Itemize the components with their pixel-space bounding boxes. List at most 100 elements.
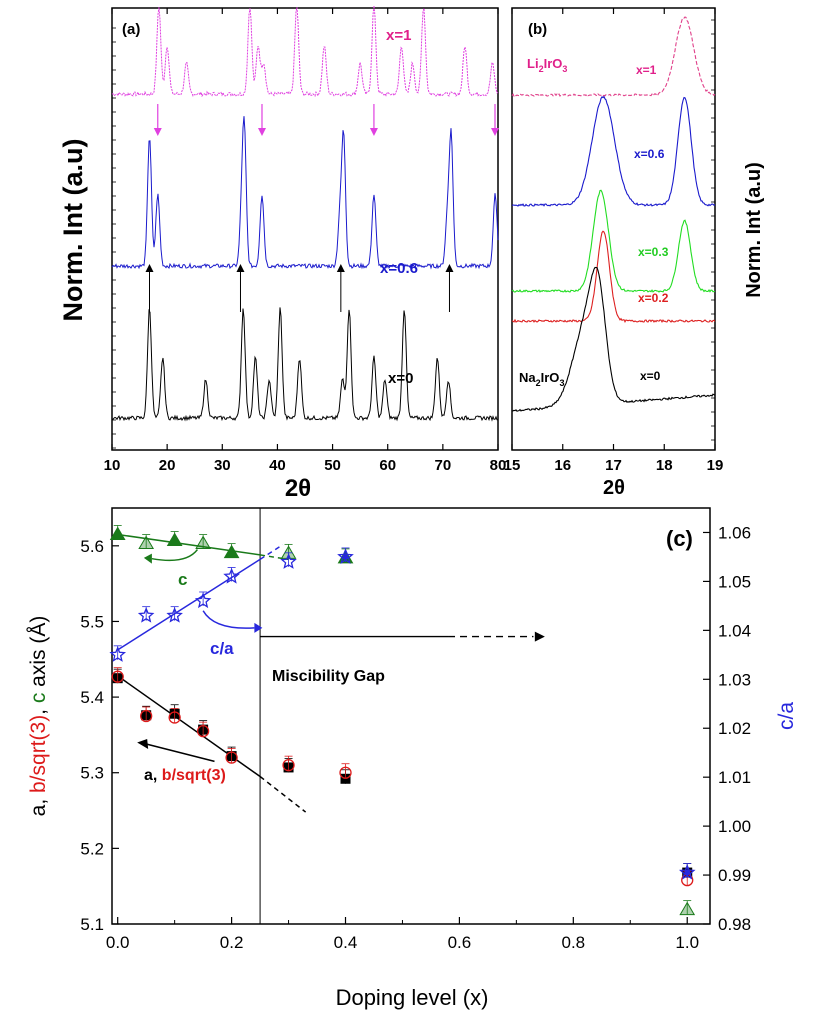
panel-c-axes: 0.0 0.2 0.4 0.6 0.8 1.0 5.1 5.2 5.3 5.4 5.5 5.6 0.98… [80, 523, 751, 952]
panel-c-x-tick-label: 0.0 [106, 933, 130, 952]
panel-c-y-label-part: c [27, 693, 50, 704]
panel-a-x-tick-label: 60 [379, 457, 396, 474]
panel-a-curve-x=0 [111, 307, 499, 422]
panel-b-x-axis-label: 2θ [603, 477, 625, 499]
panel-c-points [109, 525, 696, 916]
point-ca [109, 646, 127, 662]
point-b-sqrt3 [140, 709, 153, 723]
panel-a: (a) 10 20 30 40 50 60 70 80 x=1 x=0.6 x=0 2θ No… [58, 5, 507, 502]
black-arrow-head [236, 264, 245, 272]
fit-line-a-ext [259, 775, 307, 813]
panel-c-y-tick-label: 5.6 [80, 537, 104, 556]
c-arrow [151, 549, 199, 562]
panel-a-curve-x=1 [111, 5, 499, 98]
annotation-b-label: b/sqrt(3) [162, 767, 226, 784]
panel-a-label-x1: x=1 [386, 27, 411, 44]
annotation-miscibility-gap: Miscibility Gap [272, 668, 385, 685]
fit-line-c-ext [259, 554, 289, 561]
panel-c-x-axis-label: Doping level (x) [336, 985, 489, 1010]
panel-a-x-ticks: 10 20 30 40 50 60 70 80 [104, 8, 507, 474]
panel-c-y2-tick-label: 1.04 [718, 621, 751, 640]
panel-a-label-x06: x=0.6 [380, 260, 418, 277]
panel-b: (b) 15 16 17 18 19 Li2IrO3 x=1 x=0.6 x=0.3 x… [504, 7, 765, 499]
compound-li2iro3-label: Li2IrO3 [527, 56, 567, 74]
panel-b-x-tick-label: 17 [605, 457, 622, 474]
panel-b-x-tick-label: 19 [707, 457, 724, 474]
c-arrow-head [143, 553, 152, 564]
panel-a-x-tick-label: 10 [104, 457, 121, 474]
panel-b-label-x1: x=1 [636, 63, 657, 77]
panel-b-label: (b) [528, 21, 547, 38]
panel-b-curve-x=0.3 [511, 189, 716, 293]
point-b-sqrt3 [339, 766, 352, 779]
point-ca [223, 567, 240, 584]
panel-c-y2-tick-label: 1.02 [718, 719, 751, 738]
panel-a-frame [111, 7, 499, 451]
ca-arrow-head [254, 622, 263, 633]
panel-a-y-axis-label: Norm. Int (a.u) [58, 139, 88, 322]
panel-c-y-tick-label: 5.3 [80, 764, 104, 783]
panel-b-label-x06: x=0.6 [634, 147, 665, 161]
panel-b-y-axis-label: Norm. Int (a.u) [743, 162, 765, 298]
panel-c-y2-tick-label: 1.00 [718, 817, 751, 836]
point-ca [337, 548, 354, 564]
panel-c-y-tick-label: 5.2 [80, 839, 104, 858]
panel-c-y2-tick-label: 0.99 [718, 866, 751, 885]
point-ca [194, 592, 212, 609]
panel-c-y-label-part: axis (Å) [27, 616, 50, 693]
panel-c-y-tick-label: 5.5 [80, 612, 104, 631]
annotation-ca-label: c/a [210, 639, 234, 658]
panel-c: (c) 0.0 0.2 0.4 0.6 0.8 1.0 5.1 5.2 5.3 5.4 5.5 5.6… [27, 507, 798, 1010]
fit-line-ca-ext [259, 544, 284, 561]
panel-c-y-axis-label: a, b/sqrt(3), c axis (Å) [27, 616, 50, 817]
point-b-sqrt3 [196, 724, 210, 738]
fit-line-c [117, 533, 261, 556]
point-b-sqrt3 [111, 670, 124, 683]
panel-b-x-tick-label: 18 [656, 457, 673, 474]
point-c [109, 526, 126, 540]
panel-b-label-x02: x=0.2 [638, 291, 669, 305]
panel-a-x-tick-label: 80 [490, 457, 507, 474]
annotation-a-label: a, [144, 767, 162, 784]
panel-c-y-tick-label: 5.1 [80, 915, 104, 934]
panel-a-x-tick-label: 40 [269, 457, 286, 474]
annotation-a-b-label: a, b/sqrt(3) [144, 767, 226, 784]
panel-b-x-ticks: 15 16 17 18 19 [504, 8, 724, 474]
panel-c-frame [111, 507, 711, 925]
point-ca [137, 607, 155, 623]
panel-c-x-tick-label: 0.6 [448, 933, 472, 952]
black-arrow-head [336, 264, 345, 272]
panel-c-y-label-part: a, [27, 793, 50, 816]
panel-b-curve-x=0.2 [511, 230, 716, 324]
panel-b-curve-x=0 [512, 266, 716, 412]
panel-a-label-x0: x=0 [388, 370, 413, 387]
panel-a-curve-x=0.6 [111, 116, 499, 270]
panel-c-x-tick-label: 0.8 [561, 933, 585, 952]
fit-line-ca [117, 558, 261, 651]
panel-b-curve-x=1 [511, 16, 716, 97]
point-c [166, 532, 183, 547]
panel-a-x-tick-label: 20 [159, 457, 176, 474]
panel-a-arrows [145, 104, 499, 312]
panel-c-y2-axis-label: c/a [775, 702, 798, 730]
panel-c-label: (c) [666, 526, 693, 551]
pink-arrow-head [153, 128, 162, 136]
ca-arrow [202, 610, 255, 629]
point-b-sqrt3 [282, 759, 295, 772]
panel-a-label: (a) [122, 21, 140, 38]
panel-b-label-x0: x=0 [640, 369, 661, 383]
panel-a-x-axis-label: 2θ [285, 475, 311, 502]
point-ca [679, 863, 696, 880]
point-c [223, 544, 240, 559]
point-ca [280, 553, 297, 569]
point-b-sqrt3 [168, 711, 181, 724]
point-ca-fill [684, 869, 691, 876]
pink-arrow-head [491, 128, 499, 136]
point-c [195, 535, 211, 550]
point-c [138, 535, 155, 550]
panel-a-x-tick-label: 70 [435, 457, 452, 474]
panel-b-curve-x=0.6 [511, 95, 716, 207]
point-ca [166, 607, 183, 623]
panel-a-x-tick-label: 30 [214, 457, 231, 474]
